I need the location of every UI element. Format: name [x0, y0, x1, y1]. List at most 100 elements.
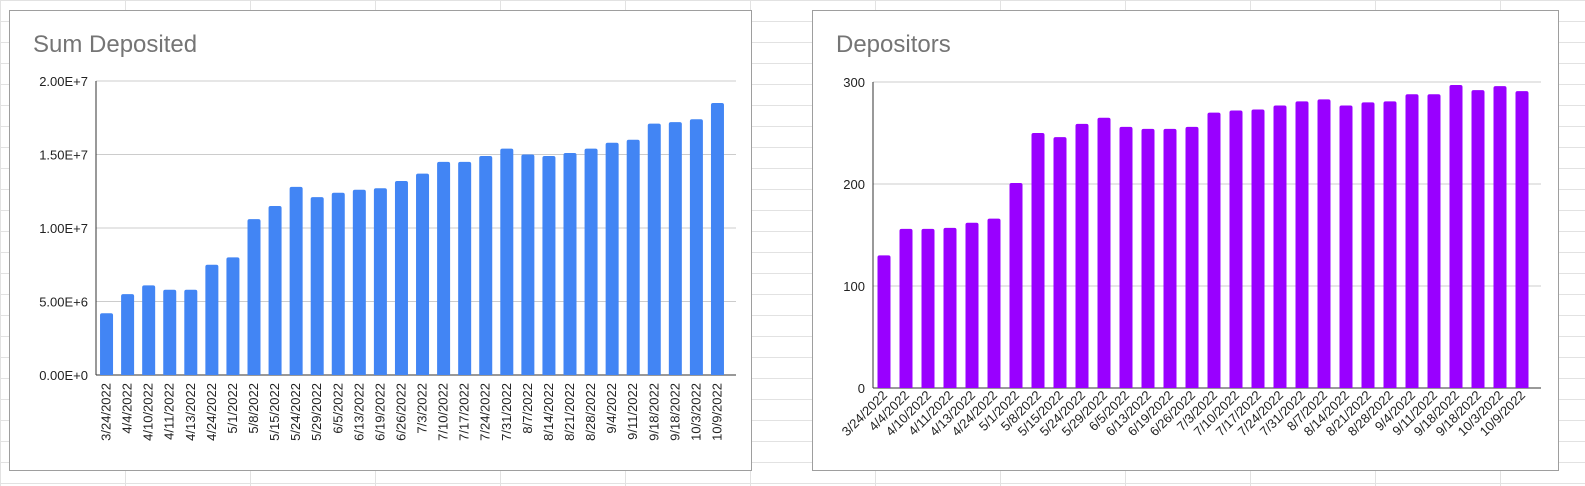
x-tick-label: 7/17/2022 — [457, 383, 472, 441]
bar — [1031, 133, 1045, 388]
x-tick-label: 7/24/2022 — [478, 383, 493, 441]
bar — [205, 264, 219, 375]
bar — [1405, 94, 1419, 389]
x-tick-label: 9/4/2022 — [604, 383, 619, 434]
bar — [352, 189, 366, 375]
bar — [1449, 85, 1463, 388]
chart-title: Sum Deposited — [33, 31, 198, 58]
bar — [521, 154, 535, 375]
bar — [563, 153, 577, 375]
x-tick-label: 3/24/2022 — [99, 383, 114, 441]
x-tick-label: 4/13/2022 — [183, 383, 198, 441]
x-tick-label: 5/29/2022 — [309, 383, 324, 441]
bar — [921, 228, 935, 388]
bar — [965, 222, 979, 388]
x-tick-label: 8/28/2022 — [583, 383, 598, 441]
x-tick-label: 4/4/2022 — [120, 383, 135, 434]
bar — [987, 218, 1001, 388]
y-tick-label: 1.50E+7 — [39, 148, 88, 163]
bar — [1273, 105, 1287, 389]
x-tick-label: 4/11/2022 — [162, 383, 177, 440]
bar — [121, 294, 135, 375]
bar — [310, 197, 324, 375]
x-tick-label: 5/8/2022 — [246, 383, 261, 434]
sum-deposited-chart: Sum Deposited 0.00E+0 5.00E+6 1.00E+7 1.50E… — [9, 10, 752, 471]
bar — [1471, 90, 1485, 388]
bar — [943, 227, 957, 388]
bar — [542, 155, 556, 375]
bar — [184, 289, 198, 375]
x-tick-label: 6/5/2022 — [330, 383, 345, 434]
x-tick-label: 7/10/2022 — [436, 383, 451, 441]
bar — [247, 219, 261, 375]
x-tick-label: 6/13/2022 — [351, 383, 366, 441]
bar — [1295, 101, 1309, 388]
bar — [437, 161, 451, 375]
bar — [1185, 126, 1199, 388]
x-tick-label: 5/1/2022 — [225, 383, 240, 434]
y-tick-label: 2.00E+7 — [39, 74, 88, 89]
bar — [1339, 105, 1353, 389]
bar — [584, 148, 598, 375]
bar — [1119, 126, 1133, 388]
bar — [500, 148, 514, 375]
bar — [479, 155, 493, 375]
bar — [1251, 109, 1265, 388]
bar — [626, 139, 640, 375]
bar — [899, 228, 913, 388]
x-tick-label: 7/3/2022 — [415, 383, 430, 434]
bar — [1009, 182, 1023, 388]
bar — [226, 257, 240, 375]
bar — [1383, 101, 1397, 388]
bar — [1229, 110, 1243, 388]
sum-deposited-plot: 0.00E+0 5.00E+6 1.00E+7 1.50E+7 2.00E+7 3/24/… — [39, 74, 736, 441]
bar — [1317, 99, 1331, 388]
y-tick-label: 0 — [858, 381, 865, 396]
bar — [668, 122, 682, 375]
bar — [605, 142, 619, 375]
depositors-chart: Depositors 0 100 200 300 3/24/2022 4/4/2022 4/… — [812, 10, 1559, 471]
bar — [100, 313, 114, 375]
x-tick-label: 6/19/2022 — [372, 383, 387, 441]
x-tick-label: 10/9/2022 — [709, 383, 724, 441]
y-tick-label: 100 — [843, 279, 865, 294]
x-tick-label: 9/18/2022 — [667, 383, 682, 441]
bar — [710, 103, 724, 376]
bar — [647, 123, 661, 375]
x-tick-label: 10/3/2022 — [688, 383, 703, 441]
bar — [373, 188, 387, 375]
bar — [1163, 128, 1177, 389]
bar — [163, 289, 177, 375]
bar — [268, 205, 282, 375]
y-tick-label: 200 — [843, 177, 865, 192]
bar — [142, 285, 156, 375]
bar — [689, 119, 703, 375]
x-tick-label: 8/21/2022 — [562, 383, 577, 441]
y-tick-label: 1.00E+7 — [39, 221, 88, 236]
x-tick-label: 9/18/2022 — [646, 383, 661, 441]
bar — [289, 186, 303, 375]
bar — [1493, 86, 1507, 388]
y-tick-label: 300 — [843, 75, 865, 90]
bar — [394, 180, 408, 375]
y-tick-label: 5.00E+6 — [39, 295, 88, 310]
depositors-plot: 01002003003/24/20224/4/20224/10/20224/11… — [839, 75, 1541, 439]
x-tick-label: 4/10/2022 — [141, 383, 156, 441]
bar — [1075, 123, 1089, 388]
x-tick-label: 6/26/2022 — [393, 383, 408, 441]
x-tick-label: 8/7/2022 — [520, 383, 535, 434]
x-tick-label: 4/24/2022 — [204, 383, 219, 441]
bar — [458, 161, 472, 375]
x-tick-label: 5/24/2022 — [288, 383, 303, 441]
bar — [1207, 112, 1221, 388]
y-tick-label: 0.00E+0 — [39, 368, 88, 383]
bar — [1141, 128, 1155, 389]
bar — [416, 173, 430, 375]
bar — [1097, 117, 1111, 388]
bar — [1053, 137, 1067, 388]
x-tick-label: 8/14/2022 — [541, 383, 556, 441]
x-tick-label: 9/11/2022 — [625, 383, 640, 440]
bar — [1427, 94, 1441, 389]
bar — [331, 192, 345, 375]
chart-title: Depositors — [836, 31, 951, 58]
